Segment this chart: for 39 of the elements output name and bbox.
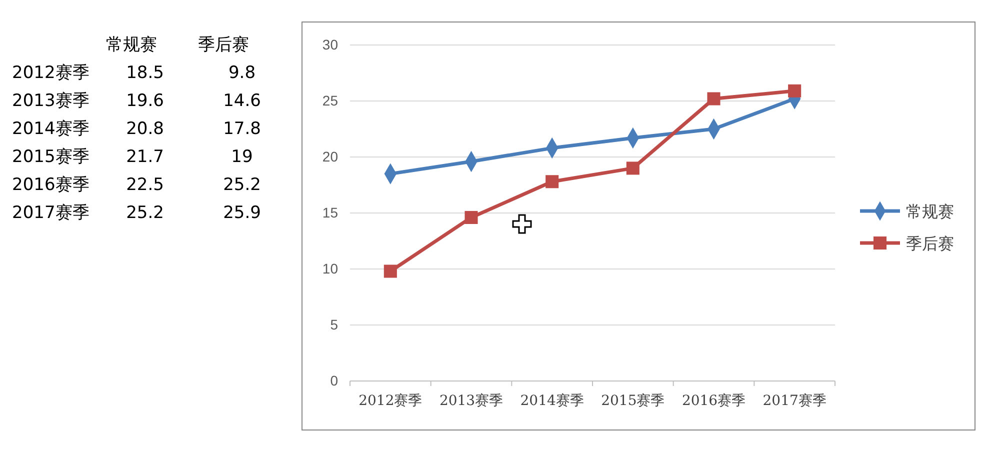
x-tick-label: 2013赛季 bbox=[439, 392, 504, 409]
x-tick-label: 2014赛季 bbox=[520, 392, 584, 409]
y-tick-label: 2013赛季 bbox=[12, 91, 90, 111]
data-label: 22.5 bbox=[126, 175, 164, 195]
y-tick-label: 10 bbox=[322, 260, 338, 276]
y-tick-label: 0 bbox=[330, 372, 338, 388]
y-tick-label: 15 bbox=[322, 204, 338, 220]
x-tick-label: 2015赛季 bbox=[601, 392, 665, 409]
data-label: 20.8 bbox=[126, 119, 164, 139]
data-label: 25.2 bbox=[126, 203, 164, 223]
y-tick-label: 25 bbox=[322, 92, 338, 108]
x-tick-label: 2016赛季 bbox=[682, 392, 746, 409]
point bbox=[464, 210, 478, 224]
x-tick-label: 2012赛季 bbox=[358, 392, 422, 409]
data-label: 21.7 bbox=[126, 147, 164, 167]
point bbox=[788, 84, 802, 98]
legend-label: 常规赛 bbox=[906, 202, 954, 221]
y-tick-label: 2016赛季 bbox=[12, 175, 90, 195]
y-tick-label: 5 bbox=[330, 316, 338, 332]
y-tick-label: 2017赛季 bbox=[12, 203, 90, 223]
point bbox=[384, 264, 397, 278]
point bbox=[626, 162, 640, 175]
y-tick-label: 30 bbox=[322, 36, 338, 52]
data-label: 19 bbox=[231, 147, 253, 167]
y-tick-label: 2015赛季 bbox=[12, 147, 90, 167]
point bbox=[546, 175, 559, 188]
legend-label: 季后赛 bbox=[906, 234, 954, 253]
x-tick-label: 2017赛季 bbox=[762, 392, 826, 409]
data-label: 19.6 bbox=[126, 91, 164, 111]
point bbox=[707, 92, 720, 106]
data-label: 18.5 bbox=[126, 63, 164, 83]
data-label: 25.9 bbox=[223, 203, 261, 223]
data-label: 25.2 bbox=[223, 175, 261, 195]
y-tick-label: 2014赛季 bbox=[12, 119, 90, 139]
y-tick-label: 2012赛季 bbox=[12, 63, 90, 83]
data-label: 14.6 bbox=[223, 91, 261, 111]
data-label: 17.8 bbox=[223, 119, 261, 139]
y-tick-label: 20 bbox=[322, 148, 338, 164]
data-label: 9.8 bbox=[228, 63, 256, 83]
